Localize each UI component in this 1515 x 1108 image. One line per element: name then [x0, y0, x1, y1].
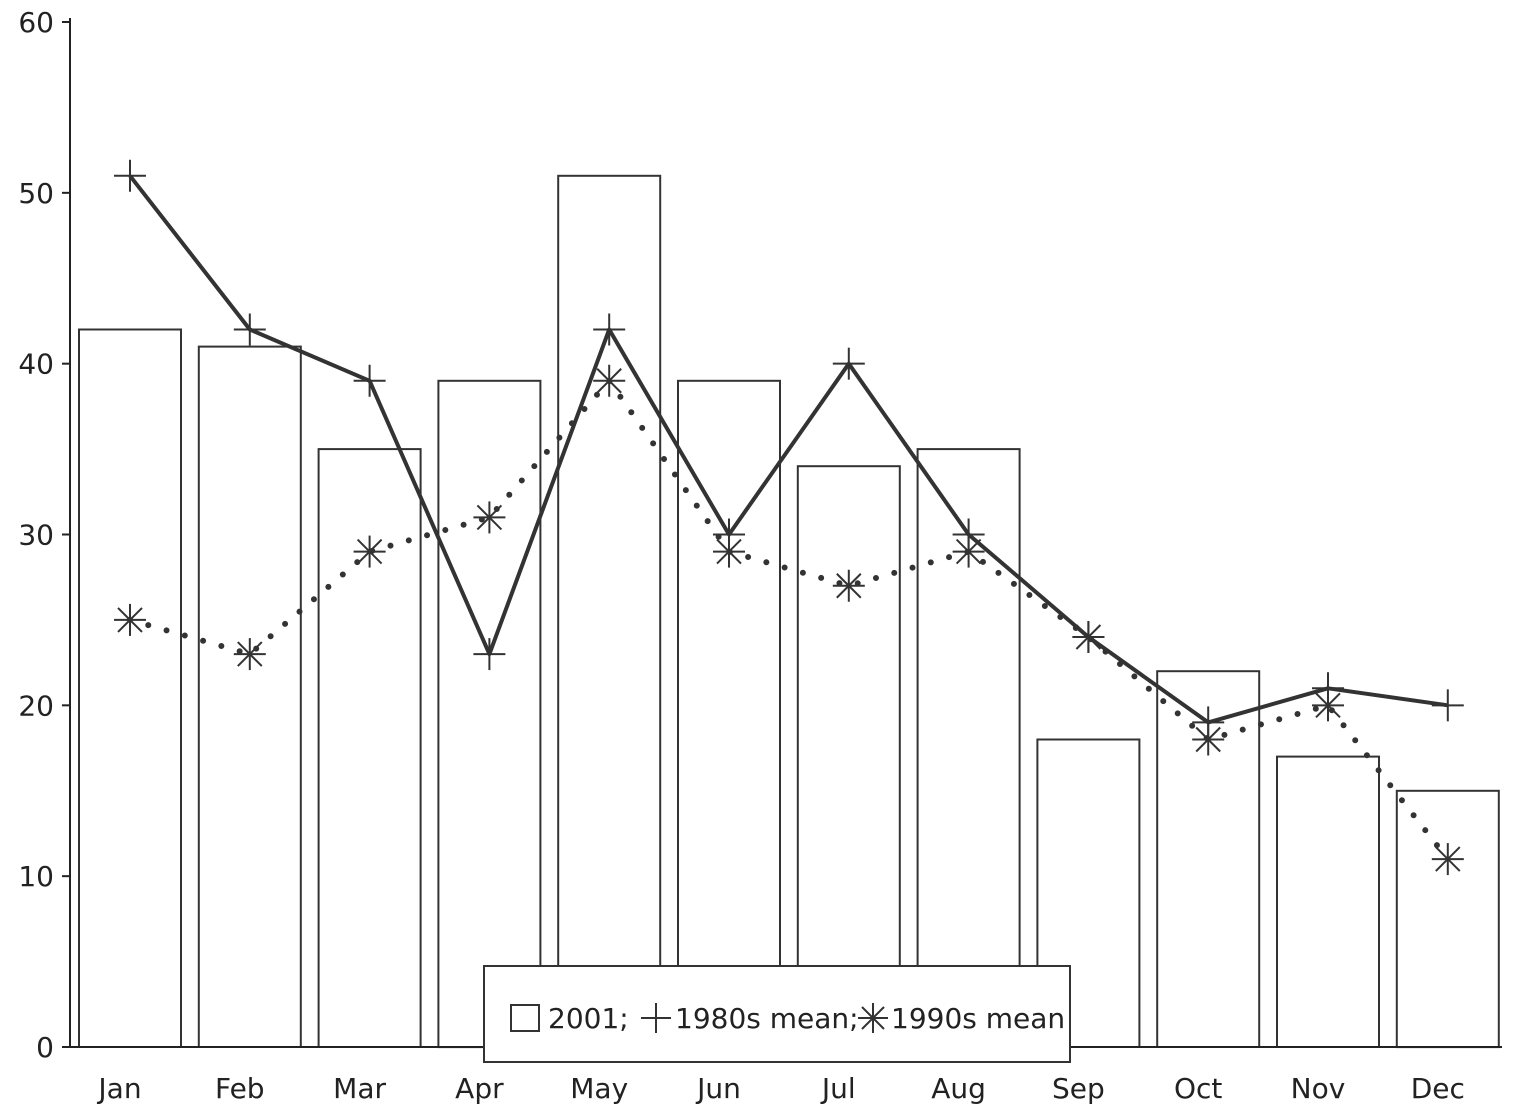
bar-feb: [197, 345, 302, 1049]
marker-1990s-mean-apr: [473, 501, 506, 534]
y-tick-label: 50: [18, 177, 54, 210]
x-tick-label-jul: Jul: [820, 1072, 856, 1105]
marker-1980s-mean-apr: [473, 638, 506, 671]
bar-jul: [796, 465, 901, 1048]
legend-plus-marker: [641, 1003, 671, 1033]
y-tick-label: 60: [18, 6, 54, 39]
bar-nov: [1276, 755, 1380, 1048]
x-tick-label-apr: Apr: [455, 1072, 504, 1105]
x-tick-label-jan: Jan: [96, 1072, 141, 1105]
marker-1990s-mean-jan: [114, 603, 146, 636]
bar-apr: [437, 379, 542, 1049]
marker-1990s-mean-oct: [1192, 723, 1225, 756]
series-line-1980s-mean: [128, 174, 1449, 725]
marker-1990s-mean-jul: [832, 569, 865, 602]
y-tick-label: 40: [18, 348, 54, 381]
lines-layer: [114, 159, 1464, 876]
bar-jun: [677, 379, 781, 1049]
legend-bar-label: 2001;: [548, 1002, 629, 1035]
x-tick-label-jun: Jun: [695, 1072, 741, 1105]
y-tick-label: 0: [36, 1031, 54, 1064]
marker-1980s-mean-may: [593, 313, 626, 346]
legend: 2001; 1980s mean; 1990s mean: [483, 965, 1071, 1063]
marker-1980s-mean-dec: [1431, 689, 1464, 722]
x-tick-label-aug: Aug: [931, 1072, 986, 1105]
marker-1990s-mean-nov: [1312, 689, 1344, 722]
marker-1990s-mean-mar: [353, 535, 386, 568]
bar-dec: [1395, 789, 1500, 1049]
marker-1990s-mean-sep: [1072, 621, 1105, 653]
marker-1990s-mean-may: [593, 364, 626, 397]
bar-jan: [78, 328, 182, 1048]
legend-line2-label: 1990s mean: [891, 1002, 1065, 1035]
x-tick-label-sep: Sep: [1052, 1072, 1105, 1105]
bars-layer: [78, 174, 1500, 1049]
bar-may: [557, 174, 662, 1049]
legend-bar-swatch: [510, 1004, 540, 1032]
marker-1980s-mean-jan: [114, 159, 146, 192]
marker-1990s-mean-jun: [713, 535, 745, 568]
x-tick-label-mar: Mar: [333, 1072, 386, 1105]
legend-asterisk-marker: [858, 1003, 888, 1033]
legend-line1-label: 1980s mean;: [675, 1002, 859, 1035]
x-tick-label-dec: Dec: [1411, 1072, 1465, 1105]
marker-1990s-mean-dec: [1431, 843, 1464, 876]
marker-1990s-mean-aug: [952, 535, 985, 568]
marker-1990s-mean-feb: [233, 638, 266, 671]
marker-1980s-mean-mar: [353, 364, 386, 397]
x-tick-label-oct: Oct: [1174, 1072, 1222, 1105]
y-tick-label: 30: [18, 519, 54, 552]
marker-1980s-mean-feb: [233, 313, 266, 346]
y-tick-label: 10: [18, 860, 54, 893]
x-tick-label-nov: Nov: [1291, 1072, 1346, 1105]
x-tick-label-may: May: [570, 1072, 628, 1105]
legend-box: [483, 965, 1071, 1063]
y-tick-label: 20: [18, 689, 54, 722]
marker-1980s-mean-jul: [832, 347, 865, 380]
x-tick-label-feb: Feb: [215, 1072, 265, 1105]
